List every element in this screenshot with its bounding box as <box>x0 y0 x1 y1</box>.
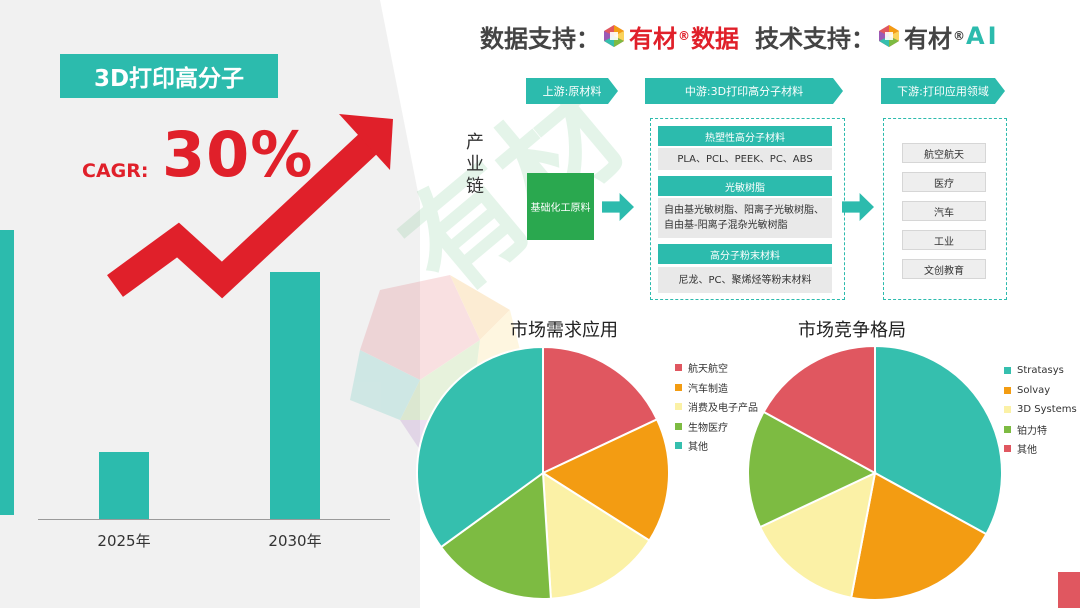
bar-category-label-2030: 2030年 <box>268 532 322 550</box>
brand-gem-icon <box>604 25 624 47</box>
legend-swatch <box>1004 445 1011 453</box>
stage-tab-upstream: 上游:原材料 <box>526 78 618 104</box>
data-brand-suffix: 数据 <box>691 24 739 53</box>
left-accent-bar <box>0 230 14 515</box>
demand-slice-0 <box>542 345 659 475</box>
legend-swatch <box>675 403 682 411</box>
demand-slice-4 <box>416 345 544 549</box>
support-header: 数据支持： 有材 ® 数据 技术支持： 有材 ® AI <box>480 18 1000 54</box>
demand-slice-3 <box>439 471 552 600</box>
competition-legend-item: 3D Systems <box>1004 400 1077 420</box>
demand-legend-item: 生物医疗 <box>675 417 758 437</box>
competition-legend-item: Solvay <box>1004 381 1077 401</box>
bar-2025 <box>99 452 149 519</box>
legend-swatch <box>675 422 682 430</box>
legend-label: 汽车制造 <box>688 383 728 395</box>
material-group-body-thermoplastic: PLA、PCL、PEEK、PC、ABS <box>658 148 832 170</box>
tech-brand-suffix: AI <box>966 22 1000 50</box>
competition-pie-title: 市场竞争格局 <box>798 320 906 341</box>
legend-swatch <box>1004 425 1011 433</box>
stage-tab-downstream: 下游:打印应用领域 <box>881 78 1005 104</box>
application-item: 文创教育 <box>902 259 986 279</box>
brand-gem-icon <box>879 25 899 47</box>
tech-brand-name: 有材 <box>904 24 952 53</box>
bar-category-label-2025: 2025年 <box>97 532 151 550</box>
competition-legend-item: 其他 <box>1004 439 1077 459</box>
competition-slice-4 <box>762 344 876 475</box>
legend-label: 消费及电子产品 <box>688 403 758 415</box>
competition-slice-0 <box>874 344 1003 536</box>
demand-pie-title: 市场需求应用 <box>510 320 618 341</box>
bar-chart-baseline <box>38 519 390 520</box>
material-group-body-powder: 尼龙、PC、聚烯烃等粉末材料 <box>658 267 832 293</box>
demand-slice-1 <box>540 418 670 542</box>
demand-slice-2 <box>541 471 651 600</box>
bar-2030 <box>270 271 320 519</box>
application-item: 航空航天 <box>902 143 986 163</box>
legend-swatch <box>1004 386 1011 394</box>
downstream-group-box <box>883 118 1007 300</box>
application-item: 工业 <box>902 230 986 250</box>
legend-swatch <box>1004 367 1011 375</box>
tech-support-label: 技术支持： <box>755 24 875 53</box>
data-support-label: 数据支持： <box>480 24 600 53</box>
competition-legend-item: Stratasys <box>1004 361 1077 381</box>
application-item: 医疗 <box>902 172 986 192</box>
competition-slice-1 <box>850 471 988 601</box>
legend-label: 3D Systems <box>1017 404 1077 416</box>
competition-pie-legend: Stratasys Solvay 3D Systems 铂力特其他 <box>1004 361 1077 459</box>
left-background-panel <box>0 0 420 608</box>
material-group-body-photosensitive: 自由基光敏树脂、阳离子光敏树脂、自由基-阳离子混杂光敏树脂 <box>658 198 832 238</box>
material-group-title-thermoplastic: 热塑性高分子材料 <box>658 126 832 146</box>
stage-tab-midstream: 中游:3D打印高分子材料 <box>645 78 843 104</box>
data-brand-name: 有材 <box>629 24 677 53</box>
legend-swatch <box>675 364 682 372</box>
legend-swatch <box>1004 406 1011 414</box>
competition-legend-item: 铂力特 <box>1004 420 1077 440</box>
flow-arrow-icon <box>602 193 634 221</box>
legend-label: 铂力特 <box>1017 425 1047 437</box>
demand-pie-legend: 航天航空汽车制造消费及电子产品 生物医疗其他 <box>675 358 758 456</box>
growth-arrow-icon <box>107 114 393 299</box>
competition-slice-3 <box>747 410 878 529</box>
competition-slice-2 <box>758 471 877 599</box>
demand-legend-item: 其他 <box>675 436 758 456</box>
midstream-group-box <box>650 118 845 300</box>
demand-legend-item: 航天航空 <box>675 358 758 378</box>
demand-legend-item: 汽车制造 <box>675 378 758 398</box>
industry-chain-label: 产业链 <box>466 132 484 197</box>
flow-arrow-icon <box>842 193 874 221</box>
legend-label: Stratasys <box>1017 365 1064 377</box>
legend-label: 其他 <box>1017 445 1037 457</box>
legend-swatch <box>675 442 682 450</box>
demand-pie-chart <box>416 345 670 600</box>
legend-label: Solvay <box>1017 384 1051 396</box>
material-group-title-photosensitive: 光敏树脂 <box>658 176 832 196</box>
data-brand-registered-mark: ® <box>678 29 690 43</box>
legend-swatch <box>675 383 682 391</box>
application-item: 汽车 <box>902 201 986 221</box>
material-group-title-powder: 高分子粉末材料 <box>658 244 832 264</box>
raw-material-box: 基础化工原料 <box>527 173 594 240</box>
legend-label: 航天航空 <box>688 364 728 376</box>
competition-pie-chart <box>747 344 1003 601</box>
legend-label: 其他 <box>688 442 708 454</box>
page-title: 3D打印高分子 <box>60 54 278 98</box>
demand-legend-item: 消费及电子产品 <box>675 397 758 417</box>
corner-decoration <box>1058 572 1080 608</box>
legend-label: 生物医疗 <box>688 422 728 434</box>
cagr-label: CAGR: <box>82 160 149 182</box>
cagr-value: 30% <box>162 118 314 191</box>
tech-brand-registered-mark: ® <box>953 29 965 43</box>
